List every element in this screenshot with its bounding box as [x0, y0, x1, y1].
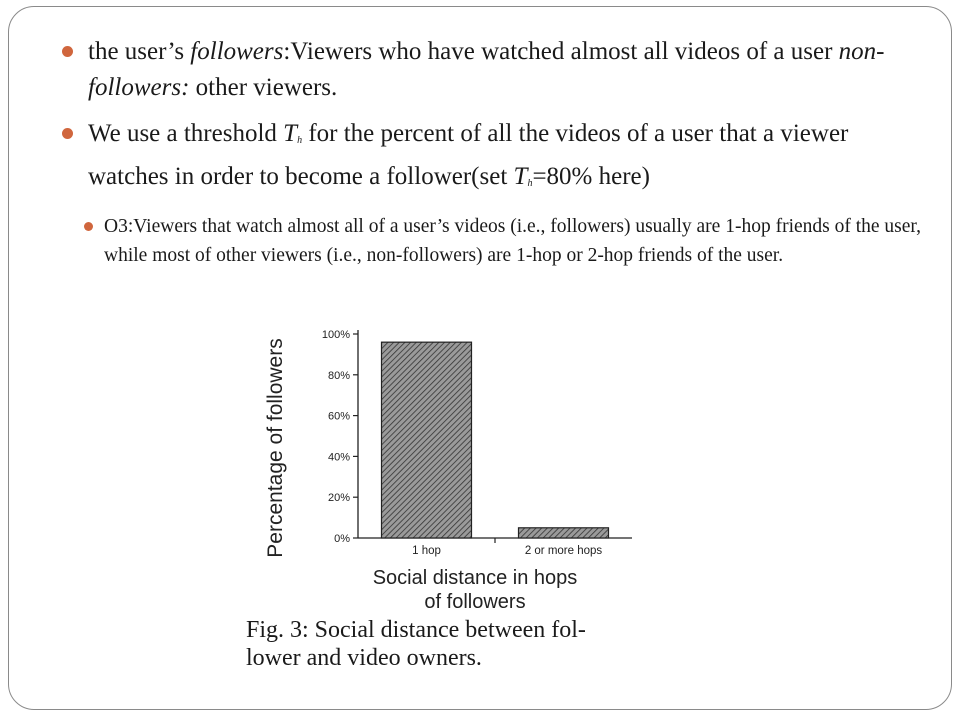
text: We use a threshold [88, 120, 284, 147]
bar-chart: 0% 20% 40% 60% 80% 100% 1 hop 2 or more hops Per… [264, 329, 632, 613]
text: the user’s [88, 38, 191, 65]
bullet-observation-o3: O3:Viewers that watch almost all of a us… [64, 212, 930, 270]
x-axis-title: of followers [424, 591, 525, 613]
figure: 0% 20% 40% 60% 80% 100% 1 hop 2 or more hops Per… [240, 320, 660, 680]
symbol-t: T [513, 163, 528, 190]
x-axis-title: Social distance in hops [373, 567, 578, 589]
bullet-followers: the user’s followers:Viewers who have wa… [60, 34, 930, 106]
y-tick-label: 40% [328, 451, 350, 463]
text: other viewers. [189, 74, 338, 101]
figure-caption: Fig. 3: Social distance between fol- low… [246, 616, 666, 672]
term-followers: followers [190, 38, 284, 65]
x-tick-label: 2 or more hops [525, 545, 603, 557]
symbol-subscript: h [527, 178, 533, 189]
y-tick-label: 80% [328, 370, 350, 382]
text: for the percent of all the videos of a u… [88, 120, 849, 190]
bullet-dot [62, 46, 73, 57]
bullet-dot [84, 222, 93, 231]
y-tick-label: 100% [322, 329, 350, 341]
y-tick-label: 20% [328, 492, 350, 504]
bullet-threshold: We use a threshold Th for the percent of… [60, 116, 930, 202]
caption-line: lower and video owners. [246, 645, 482, 671]
term-non-followers: non-followers: [88, 38, 885, 101]
bar [380, 341, 473, 539]
bullet-list: the user’s followers:Viewers who have wa… [60, 34, 930, 270]
bar [517, 527, 610, 539]
symbol-subscript: h [297, 135, 303, 146]
slide-frame [8, 6, 952, 710]
text: :Viewers who have watched almost all vid… [283, 38, 839, 65]
y-tick-label: 60% [328, 411, 350, 423]
y-axis-title: Percentage of followers [264, 338, 287, 557]
x-tick-label: 1 hop [412, 545, 441, 557]
text: O3:Viewers that watch almost all of a us… [104, 216, 922, 266]
caption-line: Fig. 3: Social distance between fol- [246, 617, 586, 643]
y-tick-label: 0% [334, 533, 350, 545]
text: =80% here) [532, 163, 650, 190]
symbol-t: T [283, 120, 298, 147]
bullet-dot [62, 128, 73, 139]
